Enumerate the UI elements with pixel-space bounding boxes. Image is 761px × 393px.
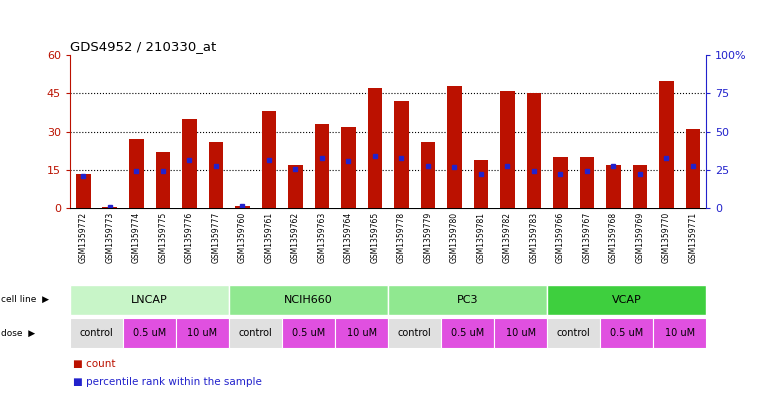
Text: dose  ▶: dose ▶: [1, 329, 35, 338]
Text: GSM1359771: GSM1359771: [689, 212, 697, 263]
Text: GSM1359782: GSM1359782: [503, 212, 512, 263]
Bar: [282, 318, 335, 348]
Text: GSM1359768: GSM1359768: [609, 212, 618, 263]
Text: GSM1359769: GSM1359769: [635, 212, 645, 263]
Text: 10 uM: 10 uM: [505, 328, 536, 338]
Text: GSM1359763: GSM1359763: [317, 212, 326, 263]
Text: control: control: [239, 328, 272, 338]
Bar: [123, 318, 176, 348]
Bar: [394, 101, 409, 208]
Text: GDS4952 / 210330_at: GDS4952 / 210330_at: [70, 40, 216, 53]
Text: GSM1359783: GSM1359783: [530, 212, 538, 263]
Text: LNCAP: LNCAP: [131, 295, 168, 305]
Text: control: control: [557, 328, 591, 338]
Text: 0.5 uM: 0.5 uM: [292, 328, 325, 338]
Text: GSM1359781: GSM1359781: [476, 212, 486, 263]
Bar: [494, 318, 547, 348]
Bar: [335, 318, 388, 348]
Text: GSM1359760: GSM1359760: [238, 212, 247, 263]
Bar: [547, 318, 600, 348]
Bar: [288, 165, 303, 208]
Text: GSM1359770: GSM1359770: [662, 212, 671, 263]
Text: ■ count: ■ count: [73, 359, 116, 369]
Bar: [388, 318, 441, 348]
Text: GSM1359765: GSM1359765: [371, 212, 379, 263]
Bar: [70, 318, 123, 348]
Text: PC3: PC3: [457, 295, 479, 305]
Bar: [262, 111, 276, 208]
Bar: [580, 157, 594, 208]
Text: 10 uM: 10 uM: [346, 328, 377, 338]
Text: GSM1359777: GSM1359777: [212, 212, 220, 263]
Text: 10 uM: 10 uM: [187, 328, 218, 338]
Bar: [500, 91, 514, 208]
Bar: [182, 119, 196, 208]
Text: control: control: [80, 328, 113, 338]
Bar: [76, 174, 91, 208]
Text: GSM1359778: GSM1359778: [397, 212, 406, 263]
Bar: [103, 207, 117, 208]
Bar: [70, 285, 229, 315]
Bar: [129, 139, 144, 208]
Text: 0.5 uM: 0.5 uM: [451, 328, 484, 338]
Text: GSM1359764: GSM1359764: [344, 212, 353, 263]
Bar: [659, 81, 673, 208]
Text: GSM1359766: GSM1359766: [556, 212, 565, 263]
Text: 0.5 uM: 0.5 uM: [610, 328, 643, 338]
Bar: [473, 160, 488, 208]
Bar: [553, 157, 568, 208]
Bar: [653, 318, 706, 348]
Text: GSM1359774: GSM1359774: [132, 212, 141, 263]
Bar: [447, 86, 462, 208]
Bar: [314, 124, 329, 208]
Text: GSM1359773: GSM1359773: [105, 212, 114, 263]
Text: 10 uM: 10 uM: [664, 328, 695, 338]
Text: 0.5 uM: 0.5 uM: [133, 328, 166, 338]
Bar: [155, 152, 170, 208]
Text: GSM1359772: GSM1359772: [79, 212, 88, 263]
Bar: [235, 206, 250, 208]
Text: GSM1359776: GSM1359776: [185, 212, 194, 263]
Bar: [388, 285, 547, 315]
Text: ■ percentile rank within the sample: ■ percentile rank within the sample: [73, 376, 262, 387]
Bar: [441, 318, 494, 348]
Text: GSM1359775: GSM1359775: [158, 212, 167, 263]
Bar: [341, 127, 355, 208]
Bar: [368, 88, 382, 208]
Bar: [607, 165, 621, 208]
Text: GSM1359779: GSM1359779: [423, 212, 432, 263]
Text: GSM1359762: GSM1359762: [291, 212, 300, 263]
Text: NCIH660: NCIH660: [284, 295, 333, 305]
Bar: [229, 318, 282, 348]
Text: GSM1359761: GSM1359761: [264, 212, 273, 263]
Bar: [632, 165, 647, 208]
Bar: [229, 285, 388, 315]
Bar: [421, 142, 435, 208]
Text: GSM1359767: GSM1359767: [582, 212, 591, 263]
Text: VCAP: VCAP: [612, 295, 642, 305]
Bar: [209, 142, 223, 208]
Bar: [600, 318, 653, 348]
Text: GSM1359780: GSM1359780: [450, 212, 459, 263]
Bar: [176, 318, 229, 348]
Text: cell line  ▶: cell line ▶: [1, 295, 49, 304]
Bar: [686, 129, 700, 208]
Bar: [527, 93, 541, 208]
Bar: [547, 285, 706, 315]
Text: control: control: [398, 328, 431, 338]
